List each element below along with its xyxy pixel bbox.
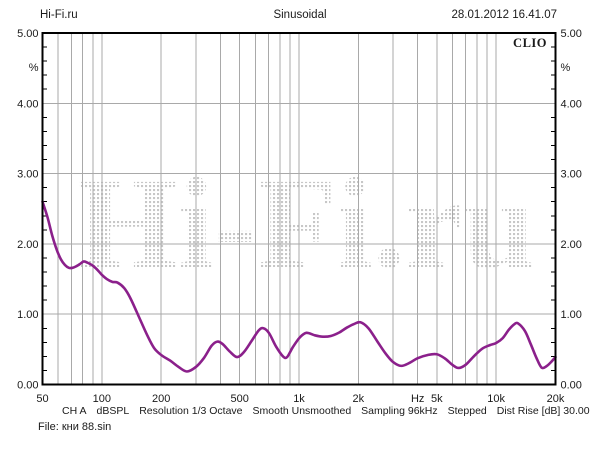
status-bar: CH A dBSPL Resolution 1/3 Octave Smooth Uns… <box>62 405 600 417</box>
y-axis-tick-label: 5.00 <box>17 28 38 40</box>
grid-lines <box>42 33 556 385</box>
status-item: dBSPL <box>96 405 130 417</box>
y-axis-unit-label: % <box>29 62 39 74</box>
y-axis-tick-label: 2.00 <box>561 239 582 251</box>
y-axis-tick-label: 1.00 <box>561 309 582 321</box>
clio-brand-label: CLIO <box>513 36 547 50</box>
y-axis-tick-label: 5.00 <box>561 28 582 40</box>
status-item: Stepped <box>447 405 487 417</box>
status-item: Sampling 96kHz <box>361 405 438 417</box>
status-item: Dist Rise [dB] 30.00 <box>496 405 590 417</box>
x-axis-tick-label: 50 <box>36 393 48 405</box>
x-axis-tick-label: Hz <box>411 393 424 405</box>
x-axis-tick-label: 1k <box>293 393 305 405</box>
y-axis-tick-label: 1.00 <box>17 309 38 321</box>
x-axis-tick-label: 10k <box>487 393 505 405</box>
x-axis-tick-label: 5k <box>431 393 443 405</box>
y-axis-tick-label: 3.00 <box>17 169 38 181</box>
file-name-label: File: кни 88.sin <box>38 421 112 433</box>
y-axis-tick-label: 4.00 <box>561 98 582 110</box>
y-axis-unit-label: % <box>561 62 571 74</box>
timestamp: 28.01.2012 16.41.07 <box>451 9 557 21</box>
y-axis-tick-label: 0.00 <box>561 380 582 392</box>
y-axis-tick-label: 0.00 <box>17 380 38 392</box>
status-item: Resolution 1/3 Octave <box>139 405 243 417</box>
y-axis-tick-label: 4.00 <box>17 98 38 110</box>
measurement-title: Sinusoidal <box>273 9 327 21</box>
status-item: CH A <box>62 405 87 417</box>
x-axis-tick-label: 200 <box>152 393 170 405</box>
axis-labels: 5.00 4.00 3.00 2.00 1.00 0.00 5.00 4.00 3.00 2.00… <box>17 28 582 405</box>
distortion-curve <box>41 200 557 373</box>
y-axis-tick-label: 2.00 <box>17 239 38 251</box>
site-label: Hi-Fi.ru <box>40 9 78 21</box>
watermark: Hi-Fi.ru <box>77 152 535 296</box>
x-axis-tick-label: 500 <box>230 393 248 405</box>
x-axis-tick-label: 20k <box>547 393 565 405</box>
plot-border <box>41 31 557 386</box>
x-axis-tick-label: 100 <box>93 393 111 405</box>
x-axis-tick-label: 2k <box>353 393 365 405</box>
status-item: Smooth Unsmoothed <box>252 405 352 417</box>
y-axis-tick-label: 3.00 <box>561 169 582 181</box>
